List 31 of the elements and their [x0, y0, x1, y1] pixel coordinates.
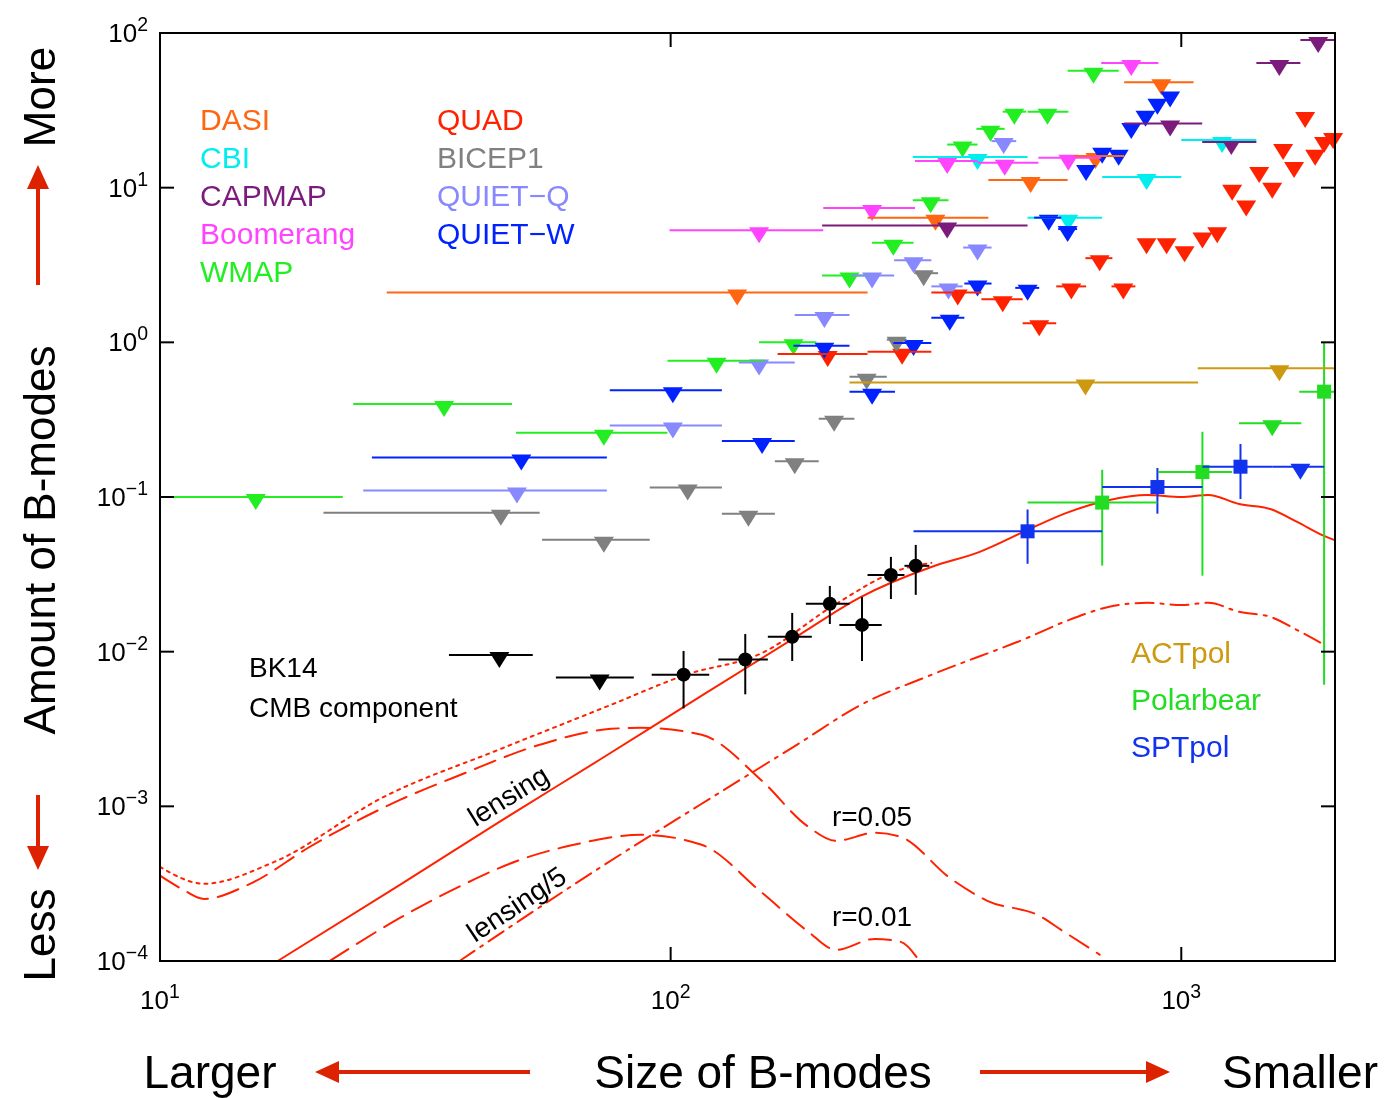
- y-tick-label: 10$^{−3}$: [96, 786, 148, 822]
- y-tick-label: 10$^{2}$: [108, 13, 148, 48]
- text: SPTpol: [1131, 730, 1230, 763]
- text: BK14 CMB component: [249, 652, 458, 723]
- text: BICEP1: [437, 141, 544, 174]
- x-tick-label: 10$^{3}$: [1161, 980, 1202, 1015]
- text: ACTpol: [1131, 636, 1232, 669]
- text: QUAD: [437, 103, 524, 136]
- x-tick-label: 10$^{2}$: [650, 980, 691, 1015]
- text: QUIET−W: [437, 217, 576, 250]
- y-tick-label: 10$^{1}$: [108, 167, 148, 203]
- text: WMAP: [200, 255, 294, 288]
- y-axis-title: Amount of B-modes: [15, 345, 64, 735]
- text: Less: [15, 888, 64, 982]
- text: More: [15, 46, 64, 148]
- text: QUIET−Q: [437, 179, 570, 212]
- annotation: r=0.05: [831, 801, 913, 832]
- text: Larger: [143, 1046, 277, 1098]
- y-tick-label: 10$^{−1}$: [96, 477, 148, 512]
- text: Polarbear: [1131, 683, 1262, 716]
- y-tick-label: 10$^{0}$: [108, 322, 149, 358]
- y-tick-label: 10$^{−4}$: [96, 941, 149, 976]
- text: CBI: [200, 141, 251, 174]
- x-tick-label: 10$^{1}$: [140, 980, 180, 1015]
- x-axis-title: Size of B-modes: [594, 1046, 932, 1098]
- text: DASI: [200, 103, 271, 136]
- annotation: r=0.01: [831, 901, 913, 932]
- y-tick-label: 10$^{−2}$: [96, 631, 148, 667]
- text: Boomerang: [200, 217, 356, 250]
- text: Smaller: [1222, 1046, 1378, 1098]
- text: CAPMAP: [200, 179, 327, 212]
